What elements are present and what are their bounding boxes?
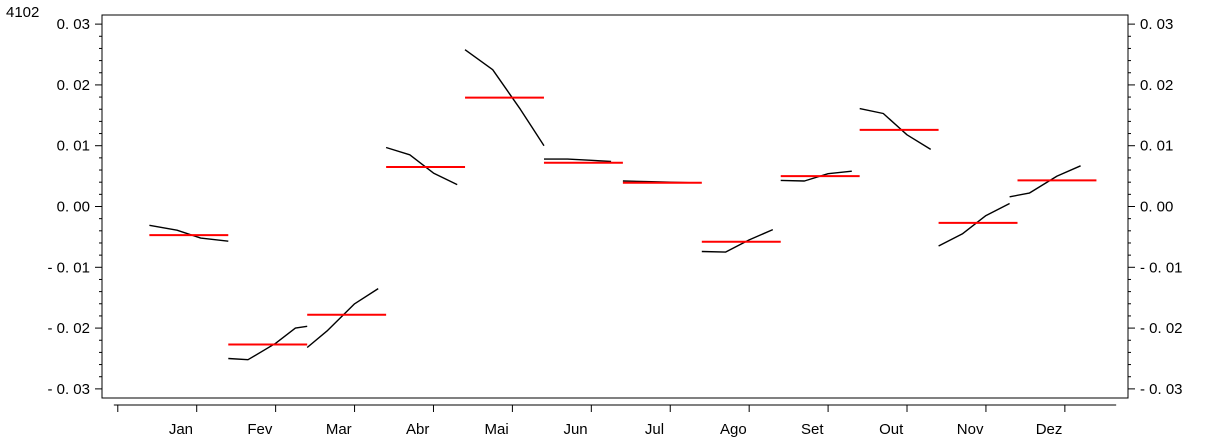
y-tick-label-left: 0. 01 [57,138,90,155]
y-axis-left: 0. 03 0. 02 0. 01 0. 00 - 0. 01 - 0. 02 - 0. 0… [47,16,102,398]
month-subseries-line [464,49,545,147]
y-tick-label-right: - 0. 01 [1140,259,1183,276]
month-subseries-line [544,158,612,163]
x-tick-label: Nov [957,421,984,438]
month-subseries-line [306,288,379,349]
y-tick-label-right: 0. 03 [1140,16,1173,33]
x-tick-label: Fev [247,421,273,438]
month-subseries-line [149,224,229,242]
month-subseries-line [228,325,308,361]
x-tick-label: Jun [563,421,587,438]
y-tick-label-left: 0. 02 [57,77,90,94]
y-tick-label-left: 0. 00 [57,199,90,216]
x-tick-label: Mai [485,421,509,438]
corner-label: 4102 [6,4,39,21]
month-subseries-line [701,228,774,253]
plot-frame [101,14,1129,399]
x-tick-label: Jan [169,421,193,438]
y-tick-label-right: 0. 01 [1140,138,1173,155]
x-tick-label: Dez [1036,421,1063,438]
x-tick-label: Out [879,421,904,438]
x-tick-label: Set [801,421,824,438]
y-tick-label-left: - 0. 02 [47,320,90,337]
x-tick-label: Ago [720,421,747,438]
y-tick-label-right: - 0. 02 [1140,320,1183,337]
month-subseries-line [385,146,458,186]
y-tick-label-left: - 0. 01 [47,259,90,276]
y-tick-label-left: 0. 03 [57,16,90,33]
x-tick-label: Jul [645,421,664,438]
x-tick-label: Abr [406,421,429,438]
month-subseries-line [938,202,1010,247]
y-axis-right: 0. 03 0. 02 0. 01 0. 00 - 0. 01 - 0. 02 - 0. 0… [1128,16,1183,398]
x-tick-label: Mar [326,421,352,438]
month-subseries-line [859,107,932,150]
y-tick-label-left: - 0. 03 [47,381,90,398]
y-tick-label-right: 0. 02 [1140,77,1173,94]
month-subseries-line [780,170,852,182]
month-subseries-line [1009,165,1081,198]
y-tick-label-right: - 0. 03 [1140,381,1183,398]
month-subseries-lines [149,49,1081,361]
y-tick-label-right: 0. 00 [1140,199,1173,216]
x-axis: Jan Fev Mar Abr Mai Jun Jul Ago Set Out Nov Dez [113,404,1117,438]
month-mean-lines [149,96,1097,346]
